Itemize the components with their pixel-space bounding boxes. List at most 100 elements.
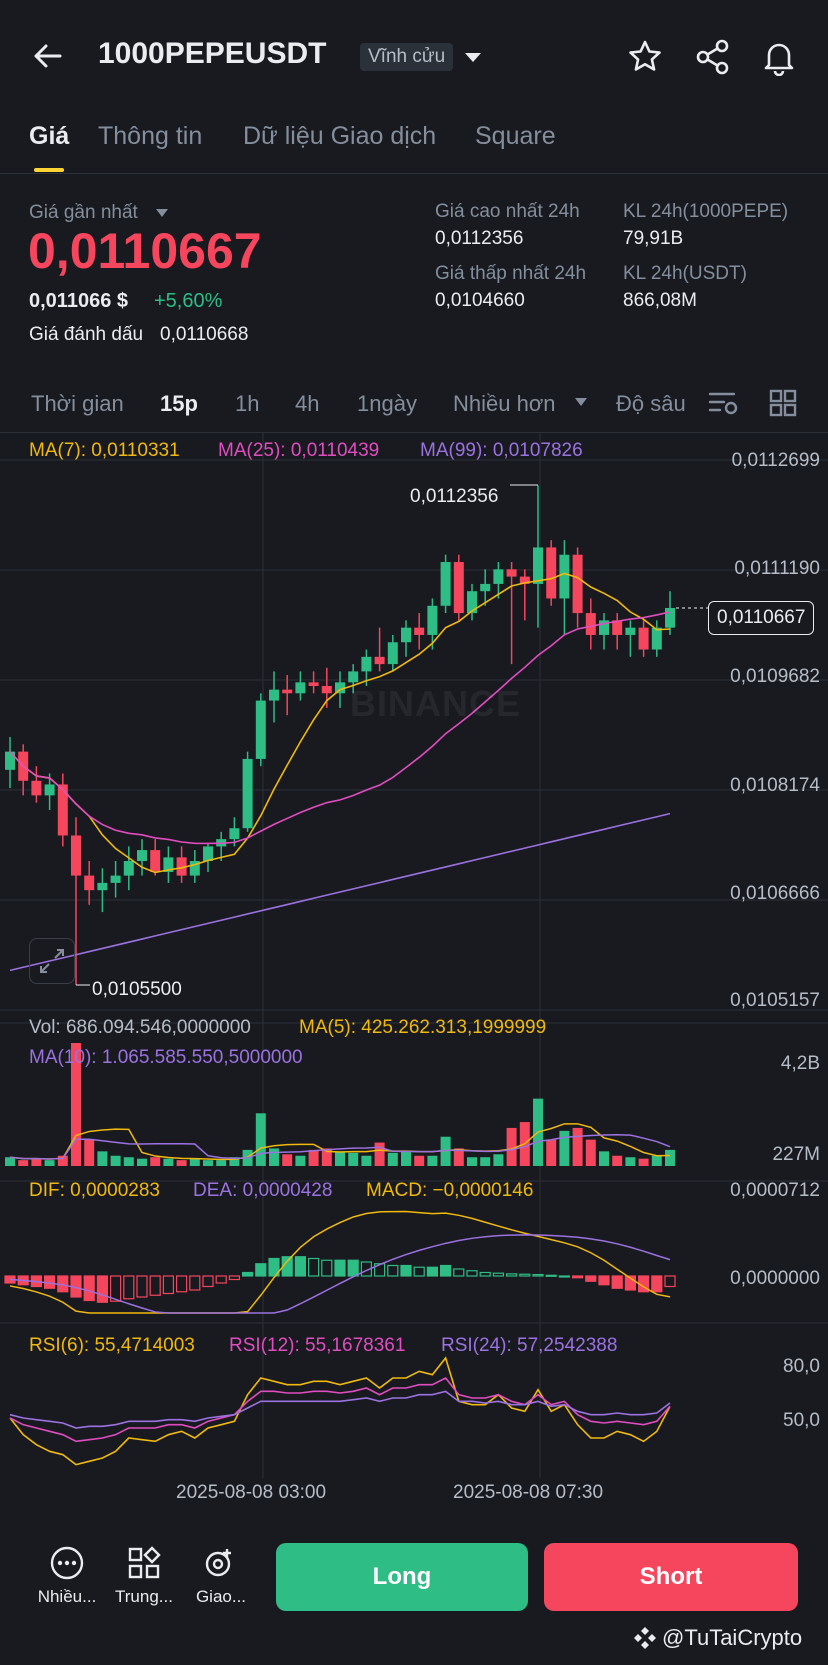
volume-bar bbox=[163, 1158, 174, 1166]
tabs-divider bbox=[0, 173, 828, 174]
macd-bar bbox=[545, 1274, 557, 1277]
current-price-tag[interactable]: 0,0110667 bbox=[708, 601, 815, 635]
symbol-title[interactable]: 1000PEPEUSDT bbox=[98, 37, 327, 70]
candle-body bbox=[71, 835, 81, 876]
chevron-down-icon[interactable] bbox=[462, 46, 484, 68]
macd-axis-mid: 0,0000000 bbox=[730, 1268, 820, 1289]
star-icon[interactable] bbox=[626, 38, 664, 76]
volume-bar bbox=[335, 1151, 345, 1166]
more-caret-icon[interactable] bbox=[573, 395, 589, 409]
volume-bar bbox=[295, 1155, 306, 1166]
low-marker-label: 0,0105500 bbox=[92, 979, 182, 1000]
tab-trading-data[interactable]: Dữ liệu Giao dịch bbox=[243, 122, 437, 150]
volume-bar bbox=[467, 1157, 477, 1166]
contract-badge: Vĩnh cửu bbox=[360, 43, 454, 71]
candle-body bbox=[546, 547, 557, 599]
tab-square[interactable]: Square bbox=[475, 122, 556, 150]
candle-body bbox=[308, 682, 319, 686]
vol-base-label: KL 24h(1000PEPE) bbox=[623, 201, 789, 222]
volume-bar bbox=[506, 1127, 517, 1166]
rsi12-line bbox=[9, 1376, 671, 1443]
candle-body bbox=[519, 576, 530, 584]
macd-bar bbox=[651, 1275, 663, 1293]
price-change: +5,60% bbox=[154, 290, 223, 312]
macd-dea-legend: DEA: 0,0000428 bbox=[193, 1180, 333, 1201]
volume-bar bbox=[71, 1043, 81, 1166]
volume-bar bbox=[348, 1152, 359, 1166]
macd-bar bbox=[202, 1275, 214, 1288]
volume-bar bbox=[401, 1151, 411, 1166]
tab-info[interactable]: Thông tin bbox=[98, 122, 203, 150]
watermark-logo: BINANCE bbox=[350, 683, 522, 724]
vol-quote-label: KL 24h(USDT) bbox=[623, 263, 747, 284]
macd-dif-legend: DIF: 0,0000283 bbox=[29, 1180, 160, 1201]
candle-body bbox=[440, 562, 451, 606]
macd-bar bbox=[440, 1264, 452, 1277]
long-button[interactable]: Long bbox=[276, 1543, 528, 1611]
volume-bar bbox=[308, 1149, 319, 1166]
candle-body bbox=[387, 642, 398, 665]
candle-body bbox=[480, 583, 491, 592]
tf-depth[interactable]: Độ sâu bbox=[616, 391, 686, 416]
candle-body bbox=[533, 547, 543, 584]
time-axis-label: 2025-08-08 07:30 bbox=[453, 1482, 604, 1503]
macd-bar bbox=[611, 1275, 623, 1289]
tf-more[interactable]: Nhiều hơn bbox=[453, 391, 556, 416]
price-axis-label: 0,0105157 bbox=[730, 990, 820, 1011]
candle-body bbox=[269, 689, 279, 701]
candle-body bbox=[203, 846, 213, 862]
center-options[interactable]: Trung... bbox=[108, 1545, 180, 1615]
volume-bar bbox=[189, 1158, 200, 1166]
expand-chart-icon[interactable] bbox=[29, 938, 75, 984]
tf-4h[interactable]: 4h bbox=[295, 391, 320, 416]
price-axis-label: 0,0106666 bbox=[730, 883, 820, 904]
more-options[interactable]: Nhiều... bbox=[31, 1545, 103, 1615]
binance-logo-icon bbox=[632, 1625, 658, 1651]
candle-body bbox=[189, 861, 200, 876]
candle-body bbox=[348, 671, 359, 683]
tab-price[interactable]: Giá bbox=[29, 122, 70, 150]
macd-bar bbox=[347, 1259, 359, 1277]
macd-bar bbox=[242, 1271, 254, 1277]
macd-bar bbox=[268, 1257, 280, 1277]
volume-bar bbox=[612, 1155, 623, 1166]
ma99-line bbox=[9, 812, 671, 972]
tf-1d[interactable]: 1ngày bbox=[357, 391, 417, 416]
macd-bar bbox=[664, 1275, 676, 1288]
volume-bar bbox=[585, 1139, 596, 1166]
candle-body bbox=[97, 882, 108, 891]
more-options-label: Nhiều... bbox=[37, 1587, 97, 1606]
macd-bar bbox=[109, 1275, 122, 1302]
last-price-label[interactable]: Giá gần nhất bbox=[29, 202, 138, 223]
volume-bar bbox=[57, 1155, 68, 1166]
tf-time[interactable]: Thời gian bbox=[31, 391, 124, 416]
rsi6-legend: RSI(6): 55,4714003 bbox=[29, 1335, 195, 1356]
tf-15m[interactable]: 15p bbox=[160, 391, 198, 416]
macd-bar bbox=[136, 1275, 148, 1298]
layout-grid-icon[interactable] bbox=[768, 388, 798, 418]
macd-bar bbox=[334, 1259, 346, 1277]
bell-icon[interactable] bbox=[760, 38, 798, 76]
ma25-legend: MA(25): 0,0110439 bbox=[218, 440, 380, 461]
rsi-axis-mid: 50,0 bbox=[783, 1410, 820, 1431]
volume-bar bbox=[216, 1160, 227, 1166]
candle-body bbox=[57, 784, 68, 836]
indicator-settings-icon[interactable] bbox=[707, 388, 739, 418]
trade-options[interactable]: Giao... bbox=[185, 1545, 257, 1615]
tf-1h[interactable]: 1h bbox=[235, 391, 260, 416]
volume-bar bbox=[427, 1155, 438, 1166]
price-chart[interactable] bbox=[0, 433, 828, 1483]
back-icon[interactable] bbox=[30, 38, 66, 74]
macd-bar bbox=[162, 1275, 174, 1295]
chart-top-divider bbox=[0, 432, 828, 433]
volume-bar bbox=[493, 1154, 504, 1166]
caret-down-icon[interactable] bbox=[154, 206, 170, 220]
high-24h: 0,0112356 bbox=[435, 228, 524, 249]
macd-bar bbox=[492, 1272, 504, 1277]
share-icon[interactable] bbox=[694, 38, 732, 76]
candle-body bbox=[137, 850, 147, 862]
time-axis-label: 2025-08-08 03:00 bbox=[176, 1482, 327, 1503]
candle-body bbox=[572, 554, 583, 614]
volume-bar bbox=[229, 1157, 240, 1166]
short-button[interactable]: Short bbox=[544, 1543, 798, 1611]
